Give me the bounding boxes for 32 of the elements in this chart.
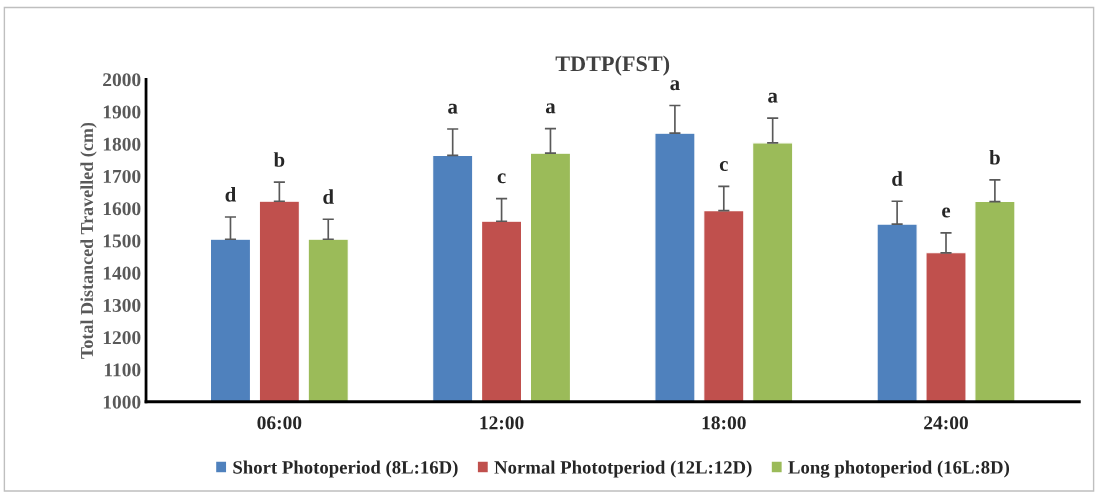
annotation: b [989, 149, 1000, 165]
x-tick-label: 18:00 [702, 416, 746, 430]
y-tick-label: 2000 [103, 73, 141, 87]
y-tick-label: 1800 [103, 137, 141, 151]
annotation: d [323, 189, 334, 204]
x-tick-label: 06:00 [257, 416, 302, 430]
y-axis-title: Total Distanced Travelled (cm) [80, 122, 97, 359]
annotation: a [545, 103, 556, 114]
x-tick-label: 24:00 [924, 416, 968, 430]
y-tick-label: 1200 [103, 331, 141, 345]
y-tick-label: 1500 [103, 234, 141, 248]
x-tick-label: 12:00 [480, 416, 524, 430]
annotation: d [892, 171, 903, 186]
legend-label: Short Photoperiod (8L:16D) [233, 460, 458, 478]
annotation: d [225, 187, 237, 202]
legend-label: Long photoperiod (16L:8D) [788, 460, 1010, 478]
annotation: e [942, 207, 951, 218]
y-tick-label: 1000 [103, 395, 141, 409]
annotation: a [448, 103, 458, 114]
annotation: c [497, 173, 506, 184]
annotation: a [670, 80, 680, 91]
y-tick-label: 1600 [103, 202, 141, 216]
annotation: c [719, 161, 728, 172]
legend-label: Normal Phototperiod (12L:12D) [494, 460, 752, 478]
y-tick-label: 1700 [103, 169, 141, 184]
y-tick-label: 1300 [103, 298, 141, 312]
y-tick-label: 1400 [103, 266, 141, 280]
chart-title: TDTP(FST) [555, 55, 670, 76]
annotation: b [273, 152, 285, 167]
y-tick-label: 1100 [104, 363, 141, 377]
y-tick-label: 1900 [103, 105, 141, 119]
annotation: a [768, 92, 778, 103]
